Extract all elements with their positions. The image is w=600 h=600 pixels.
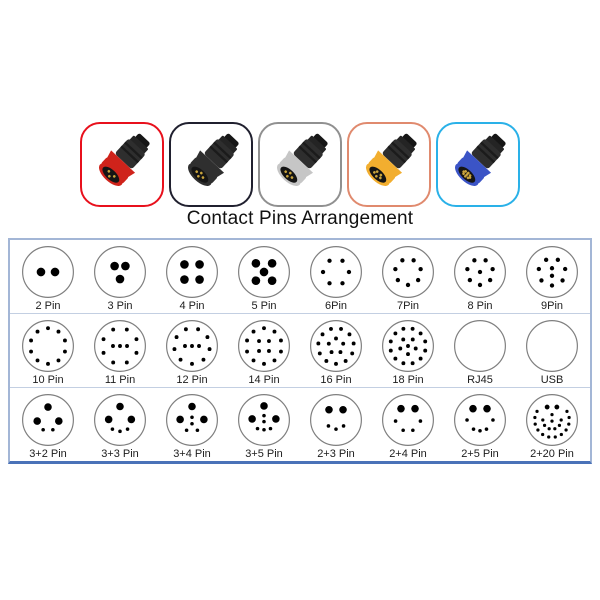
pin-cell-12-pin: 12 Pin <box>156 319 228 386</box>
pin-label: 3+4 Pin <box>173 448 211 460</box>
pin-cell-3-3-pin: 3+3 Pin <box>84 393 156 460</box>
pin-cell-8-pin: 8 Pin <box>444 245 516 312</box>
connector-illustration <box>454 133 506 186</box>
pin-label: 6Pin <box>324 300 348 312</box>
pin-label: 3 Pin <box>107 300 133 312</box>
pin-label: 3+2 Pin <box>29 448 67 460</box>
connector-product-image-silver-connector <box>258 122 342 207</box>
pin-label: 7Pin <box>396 300 420 312</box>
pin-label: 2 Pin <box>35 300 61 312</box>
pin-cell-7pin: 7Pin <box>372 245 444 312</box>
pin-cell-usb: USB <box>516 319 588 386</box>
pin-arrangement-circle <box>525 245 579 299</box>
pin-arrangement-circle <box>21 245 75 299</box>
pin-label: 9Pin <box>540 300 564 312</box>
pin-cell-2-pin: 2 Pin <box>12 245 84 312</box>
pin-cell-6pin: 6Pin <box>300 245 372 312</box>
pin-arrangement-circle <box>93 393 147 447</box>
pin-label: 2+3 Pin <box>317 448 355 460</box>
pin-row-3: 3+2 Pin 3+3 Pin 3+4 Pin 3+5 Pin 2+3 Pin 2+4 P… <box>10 388 590 461</box>
pin-arrangement-circle <box>525 393 579 447</box>
connector-product-strip <box>0 122 600 207</box>
pin-label: 3+3 Pin <box>101 448 139 460</box>
contact-pins-table: 2 Pin 3 Pin 4 Pin 5 Pin 6Pin 7Pin 8 Pin 9Pin 10 … <box>8 238 592 464</box>
pin-arrangement-circle <box>453 319 507 373</box>
pin-cell-2-3-pin: 2+3 Pin <box>300 393 372 460</box>
pin-cell-2-20-pin: 2+20 Pin <box>516 393 588 460</box>
pin-label: 12 Pin <box>176 374 208 386</box>
connector-illustration <box>98 133 150 186</box>
connector-illustration <box>365 133 417 186</box>
pin-label: 3+5 Pin <box>245 448 283 460</box>
pin-cell-2-5-pin: 2+5 Pin <box>444 393 516 460</box>
pin-label: 16 Pin <box>320 374 352 386</box>
pin-label: 10 Pin <box>32 374 64 386</box>
pin-arrangement-circle <box>93 245 147 299</box>
pin-arrangement-circle <box>309 319 363 373</box>
connector-illustration <box>276 133 328 186</box>
pin-label: 18 Pin <box>392 374 424 386</box>
pin-arrangement-circle <box>165 245 219 299</box>
pin-arrangement-circle <box>309 393 363 447</box>
pin-label: 5 Pin <box>251 300 277 312</box>
pin-arrangement-circle <box>93 319 147 373</box>
pin-arrangement-circle <box>381 393 435 447</box>
pin-arrangement-circle <box>165 319 219 373</box>
pin-arrangement-circle <box>381 319 435 373</box>
pin-cell-14-pin: 14 Pin <box>228 319 300 386</box>
connector-product-image-yellow-connector <box>347 122 431 207</box>
pin-cell-3-4-pin: 3+4 Pin <box>156 393 228 460</box>
pin-cell-10-pin: 10 Pin <box>12 319 84 386</box>
pin-cell-5-pin: 5 Pin <box>228 245 300 312</box>
pin-arrangement-circle <box>381 245 435 299</box>
pin-label: 14 Pin <box>248 374 280 386</box>
pin-cell-rj45: RJ45 <box>444 319 516 386</box>
pin-label: RJ45 <box>467 374 493 386</box>
pin-row-1: 2 Pin 3 Pin 4 Pin 5 Pin 6Pin 7Pin 8 Pin 9Pin <box>10 240 590 314</box>
pin-arrangement-circle <box>309 245 363 299</box>
connector-illustration <box>187 133 239 186</box>
pin-cell-18-pin: 18 Pin <box>372 319 444 386</box>
connector-product-image-red-connector <box>80 122 164 207</box>
pin-arrangement-circle <box>21 393 75 447</box>
pin-cell-11-pin: 11 Pin <box>84 319 156 386</box>
pin-arrangement-circle <box>453 393 507 447</box>
pin-cell-9pin: 9Pin <box>516 245 588 312</box>
pin-arrangement-circle <box>237 245 291 299</box>
pin-arrangement-circle <box>237 319 291 373</box>
pin-cell-3-2-pin: 3+2 Pin <box>12 393 84 460</box>
pin-arrangement-circle <box>21 319 75 373</box>
pin-label: 2+20 Pin <box>530 448 574 460</box>
pin-arrangement-circle <box>453 245 507 299</box>
pin-cell-3-5-pin: 3+5 Pin <box>228 393 300 460</box>
pin-arrangement-circle <box>165 393 219 447</box>
pin-row-2: 10 Pin 11 Pin 12 Pin 14 Pin 16 Pin 18 Pin RJ4… <box>10 314 590 388</box>
pin-cell-2-4-pin: 2+4 Pin <box>372 393 444 460</box>
connector-product-image-blue-connector <box>436 122 520 207</box>
pin-label: 4 Pin <box>179 300 205 312</box>
pin-label: 2+4 Pin <box>389 448 427 460</box>
pin-label: USB <box>540 374 564 386</box>
pin-cell-16-pin: 16 Pin <box>300 319 372 386</box>
connector-product-image-black-connector <box>169 122 253 207</box>
pin-label: 8 Pin <box>467 300 493 312</box>
pin-arrangement-circle <box>237 393 291 447</box>
pin-cell-3-pin: 3 Pin <box>84 245 156 312</box>
pin-label: 11 Pin <box>104 374 136 386</box>
pin-arrangement-circle <box>525 319 579 373</box>
page-title: Contact Pins Arrangement <box>186 208 414 229</box>
pin-label: 2+5 Pin <box>461 448 499 460</box>
pin-cell-4-pin: 4 Pin <box>156 245 228 312</box>
